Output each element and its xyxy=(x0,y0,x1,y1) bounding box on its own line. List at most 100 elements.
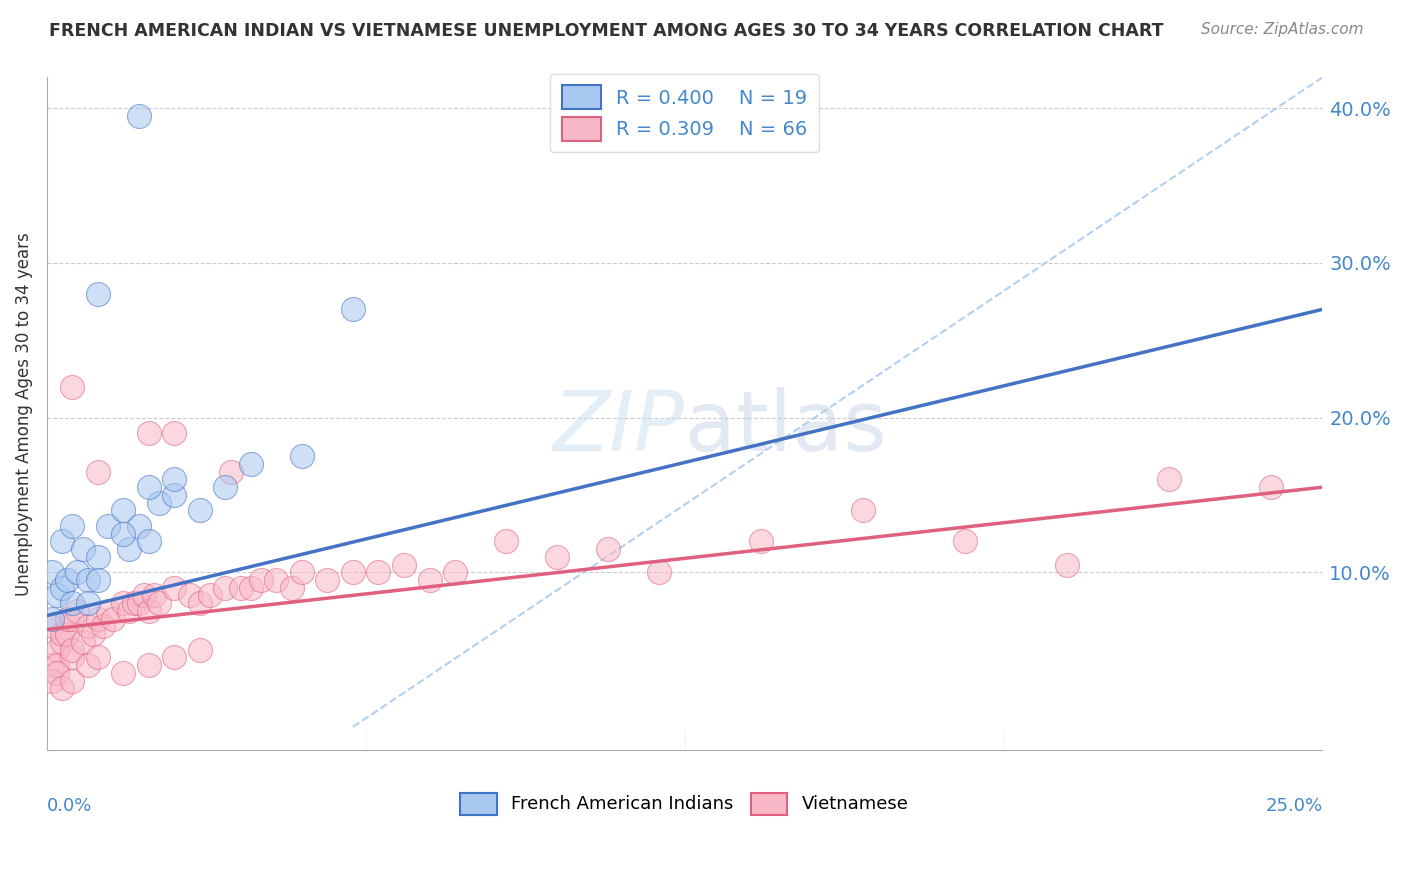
Point xyxy=(66,566,89,580)
Point xyxy=(60,380,83,394)
Point xyxy=(41,619,63,633)
Point xyxy=(41,658,63,673)
Point xyxy=(316,573,339,587)
Text: 25.0%: 25.0% xyxy=(1265,797,1322,815)
Point xyxy=(72,542,94,557)
Point xyxy=(122,596,145,610)
Point xyxy=(342,566,364,580)
Point xyxy=(76,596,98,610)
Point xyxy=(648,566,671,580)
Point xyxy=(143,589,166,603)
Point xyxy=(46,589,69,603)
Point xyxy=(117,542,139,557)
Point xyxy=(87,612,110,626)
Point xyxy=(138,480,160,494)
Text: ZIP: ZIP xyxy=(553,387,685,467)
Point xyxy=(112,526,135,541)
Point xyxy=(219,465,242,479)
Text: Source: ZipAtlas.com: Source: ZipAtlas.com xyxy=(1201,22,1364,37)
Point xyxy=(596,542,619,557)
Point xyxy=(60,673,83,688)
Point xyxy=(749,534,772,549)
Point xyxy=(392,558,415,572)
Point xyxy=(214,581,236,595)
Point xyxy=(60,596,83,610)
Point xyxy=(266,573,288,587)
Point xyxy=(51,635,73,649)
Y-axis label: Unemployment Among Ages 30 to 34 years: Unemployment Among Ages 30 to 34 years xyxy=(15,232,32,596)
Point xyxy=(97,604,120,618)
Point xyxy=(163,488,186,502)
Point xyxy=(87,650,110,665)
Point xyxy=(46,665,69,680)
Point xyxy=(60,519,83,533)
Point xyxy=(148,496,170,510)
Point xyxy=(87,549,110,564)
Point xyxy=(112,503,135,517)
Point xyxy=(444,566,467,580)
Point xyxy=(291,566,314,580)
Point xyxy=(41,566,63,580)
Point xyxy=(495,534,517,549)
Point xyxy=(128,109,150,123)
Point xyxy=(60,612,83,626)
Point xyxy=(51,581,73,595)
Point xyxy=(148,596,170,610)
Point xyxy=(281,581,304,595)
Point xyxy=(138,534,160,549)
Point xyxy=(138,604,160,618)
Point xyxy=(72,635,94,649)
Text: FRENCH AMERICAN INDIAN VS VIETNAMESE UNEMPLOYMENT AMONG AGES 30 TO 34 YEARS CORR: FRENCH AMERICAN INDIAN VS VIETNAMESE UNE… xyxy=(49,22,1164,40)
Point xyxy=(82,627,104,641)
Point xyxy=(138,658,160,673)
Point xyxy=(87,465,110,479)
Point xyxy=(1260,480,1282,494)
Point xyxy=(1159,473,1181,487)
Legend: French American Indians, Vietnamese: French American Indians, Vietnamese xyxy=(453,785,917,822)
Point xyxy=(103,612,125,626)
Point xyxy=(112,596,135,610)
Point xyxy=(87,287,110,301)
Point xyxy=(41,612,63,626)
Point xyxy=(953,534,976,549)
Point xyxy=(60,642,83,657)
Point xyxy=(76,619,98,633)
Point xyxy=(214,480,236,494)
Point xyxy=(291,450,314,464)
Point xyxy=(66,604,89,618)
Point xyxy=(60,650,83,665)
Point xyxy=(188,503,211,517)
Point xyxy=(46,658,69,673)
Point xyxy=(128,519,150,533)
Point xyxy=(163,581,186,595)
Point xyxy=(239,581,262,595)
Point xyxy=(1056,558,1078,572)
Point xyxy=(229,581,252,595)
Point xyxy=(51,627,73,641)
Point xyxy=(179,589,201,603)
Point xyxy=(188,596,211,610)
Point xyxy=(546,549,568,564)
Point xyxy=(367,566,389,580)
Point xyxy=(56,612,79,626)
Point xyxy=(56,627,79,641)
Point xyxy=(97,519,120,533)
Point xyxy=(163,650,186,665)
Point xyxy=(198,589,221,603)
Point xyxy=(138,426,160,441)
Point xyxy=(418,573,440,587)
Point xyxy=(128,596,150,610)
Point xyxy=(250,573,273,587)
Point xyxy=(239,457,262,471)
Text: atlas: atlas xyxy=(685,387,886,467)
Point xyxy=(91,619,114,633)
Point xyxy=(188,642,211,657)
Point xyxy=(76,658,98,673)
Point xyxy=(112,665,135,680)
Point xyxy=(342,302,364,317)
Point xyxy=(163,426,186,441)
Point xyxy=(56,573,79,587)
Text: 0.0%: 0.0% xyxy=(46,797,93,815)
Point xyxy=(46,642,69,657)
Point xyxy=(87,573,110,587)
